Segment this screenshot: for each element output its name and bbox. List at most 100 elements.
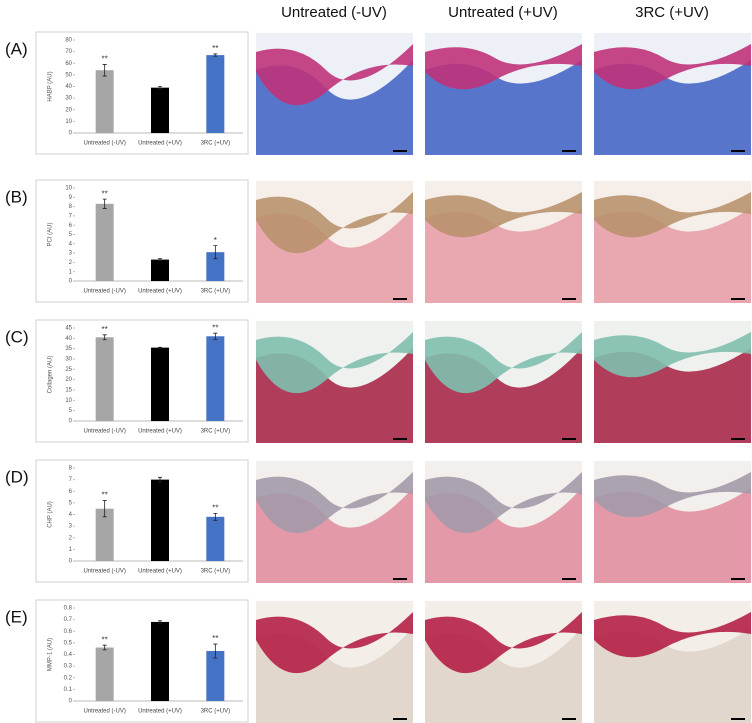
scale-bar: [562, 578, 576, 580]
y-tick-label: 1: [69, 269, 73, 275]
scale-bar: [731, 718, 745, 720]
bar: [151, 87, 169, 133]
error-bar: [213, 643, 218, 659]
y-tick-label: 50: [65, 72, 72, 78]
bar: [151, 347, 169, 421]
error-bar: [102, 64, 107, 77]
y-tick-label: 70: [65, 49, 72, 55]
error-bar: [102, 198, 107, 209]
histology-epidermis: [594, 332, 751, 378]
histology-epidermis: [256, 44, 413, 106]
bar: [206, 55, 225, 133]
x-tick-label: Untreated (-UV): [83, 569, 125, 575]
y-axis-label: PCI (AU): [48, 222, 54, 246]
y-tick-label: 3: [69, 524, 73, 530]
y-tick-label: 3: [69, 251, 73, 257]
y-tick-label: 4: [69, 512, 73, 518]
y-tick-label: 40: [65, 84, 72, 90]
histology-epidermis: [594, 192, 751, 238]
scale-bar: [731, 150, 745, 152]
scale-bar: [731, 578, 745, 580]
y-axis-label: HABP (AU): [48, 71, 54, 101]
y-axis-label: MMP-1 (AU): [48, 638, 54, 671]
x-tick-label: Untreated (+UV): [138, 569, 182, 575]
scale-bar: [393, 578, 407, 580]
panel-label: (A): [5, 39, 28, 58]
bar: [206, 252, 225, 281]
y-tick-label: 10: [65, 398, 72, 404]
y-tick-label: 8: [69, 466, 73, 472]
histology-epidermis: [256, 472, 413, 534]
y-tick-label: 7: [69, 213, 73, 219]
y-tick-label: 2: [69, 535, 73, 541]
y-tick-label: 80: [65, 38, 72, 44]
bar: [151, 621, 169, 701]
y-axis-label: Collagen (AU): [48, 356, 54, 394]
significance-marker: **: [102, 491, 108, 500]
bar: [206, 516, 225, 561]
error-bar: [213, 53, 218, 57]
scale-bar: [562, 298, 576, 300]
x-tick-label: 3RC (+UV): [201, 289, 231, 295]
scale-bar: [393, 150, 407, 152]
significance-marker: **: [102, 55, 108, 64]
error-bar: [158, 86, 162, 90]
error-bar: [158, 476, 162, 483]
y-tick-label: 30: [65, 96, 72, 102]
error-bar: [102, 334, 107, 341]
histology-epidermis: [256, 332, 413, 394]
y-tick-label: 10: [65, 119, 72, 125]
y-tick-label: 0: [69, 279, 73, 285]
significance-marker: *: [214, 236, 217, 245]
y-tick-label: 0.6: [64, 629, 73, 635]
y-tick-label: 0.5: [64, 640, 73, 646]
error-bar: [102, 644, 107, 651]
histology-epidermis: [425, 192, 582, 238]
y-tick-label: 0.1: [64, 687, 73, 693]
scale-bar: [731, 438, 745, 440]
y-tick-label: 0.4: [64, 652, 73, 658]
panel-label: (E): [5, 607, 28, 626]
significance-marker: **: [212, 44, 218, 53]
y-tick-label: 8: [69, 204, 73, 210]
y-tick-label: 4: [69, 241, 73, 247]
panel-label: (C): [5, 327, 29, 346]
scale-bar: [731, 298, 745, 300]
histology-epidermis: [256, 612, 413, 674]
bar: [206, 651, 225, 701]
histology-epidermis: [256, 192, 413, 254]
bar: [151, 259, 169, 281]
histology-epidermis: [594, 472, 751, 518]
y-tick-label: 0.8: [64, 606, 73, 612]
error-bar: [102, 500, 107, 518]
y-tick-label: 6: [69, 489, 73, 495]
x-tick-label: 3RC (+UV): [201, 569, 231, 575]
scale-bar: [393, 718, 407, 720]
panel-label: (D): [5, 467, 29, 486]
scale-bar: [562, 150, 576, 152]
error-bar: [213, 245, 218, 260]
x-tick-label: 3RC (+UV): [201, 429, 231, 435]
y-tick-label: 0.7: [64, 617, 73, 623]
x-tick-label: 3RC (+UV): [201, 141, 231, 147]
x-tick-label: Untreated (+UV): [138, 289, 182, 295]
significance-marker: **: [212, 323, 218, 332]
error-bar: [213, 332, 218, 340]
y-tick-label: 0: [69, 699, 73, 705]
significance-marker: **: [102, 325, 108, 334]
significance-marker: **: [102, 635, 108, 644]
bar: [95, 508, 114, 561]
panel-label: (B): [5, 187, 28, 206]
histology-epidermis: [425, 472, 582, 534]
error-bar: [158, 620, 162, 624]
y-axis-label: CHP (AU): [48, 501, 54, 528]
y-tick-label: 9: [69, 195, 73, 201]
y-tick-label: 15: [65, 388, 72, 394]
y-tick-label: 0: [69, 131, 73, 137]
significance-marker: **: [212, 634, 218, 643]
chart-frame: [35, 179, 249, 303]
x-tick-label: Untreated (+UV): [138, 141, 182, 147]
histology-epidermis: [425, 612, 582, 674]
y-tick-label: 5: [69, 232, 73, 238]
histology-epidermis: [594, 612, 751, 658]
